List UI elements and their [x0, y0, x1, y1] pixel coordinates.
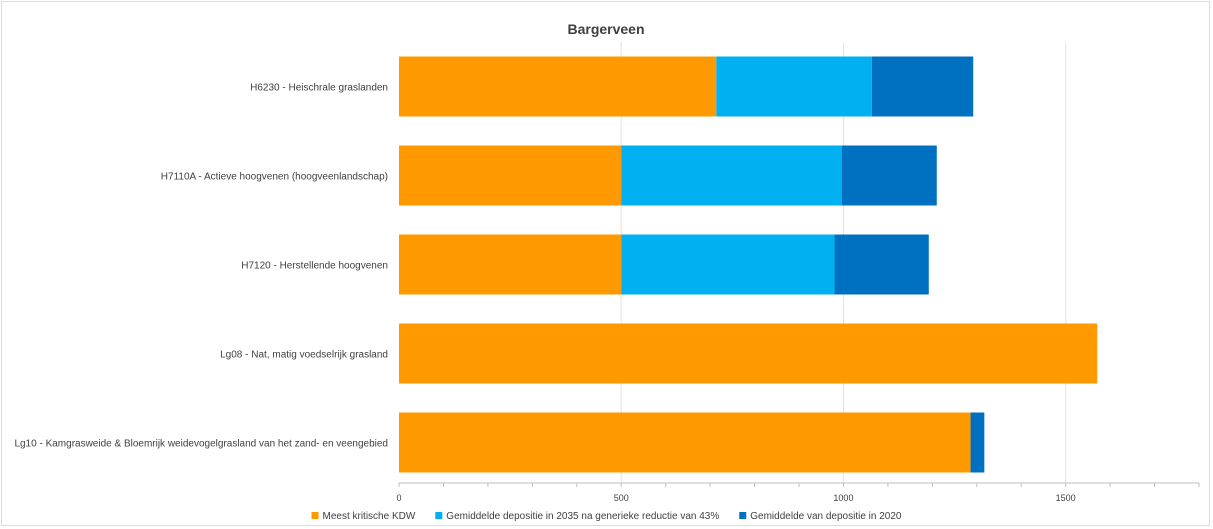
bar-segment	[970, 412, 985, 473]
legend: Meest kritische KDW Gemiddelde depositie …	[311, 511, 902, 522]
bar-segment	[399, 56, 717, 117]
legend-swatch	[311, 512, 319, 519]
bar-segment	[399, 234, 622, 295]
bar-segment	[399, 412, 971, 473]
category-label: Lg10 - Kamgrasweide & Bloemrijk weidevog…	[14, 439, 388, 450]
bar-segment	[716, 56, 872, 117]
legend-label: Gemiddelde van depositie in 2020	[750, 511, 902, 522]
bar-segment	[621, 234, 835, 295]
x-tick-label: 500	[614, 493, 629, 503]
x-tick-label: 1500	[1056, 493, 1076, 503]
bar-segment	[871, 56, 974, 117]
bar-segment	[621, 145, 842, 206]
category-labels: H6230 - Heischrale graslanden H7110A - Ac…	[14, 83, 388, 450]
x-tick-label: 1000	[833, 493, 853, 503]
x-axis: 0 500 1000 1500	[396, 482, 1200, 503]
bar-segment	[399, 145, 622, 206]
bar-segment	[834, 234, 929, 295]
x-tick-label: 0	[396, 493, 401, 503]
legend-swatch	[435, 512, 443, 519]
bars	[399, 56, 1098, 473]
legend-swatch	[739, 512, 747, 519]
legend-item: Gemiddelde van depositie in 2020	[739, 511, 902, 522]
category-label: H6230 - Heischrale graslanden	[250, 83, 388, 94]
legend-item: Meest kritische KDW	[311, 511, 416, 522]
chart-title: Bargerveen	[567, 21, 644, 37]
bar-segment	[841, 145, 937, 206]
bar-segment	[399, 323, 1098, 384]
legend-label: Meest kritische KDW	[323, 511, 416, 522]
category-label: H7120 - Herstellende hoogvenen	[241, 261, 388, 272]
legend-label: Gemiddelde depositie in 2035 na generiek…	[446, 511, 719, 522]
legend-item: Gemiddelde depositie in 2035 na generiek…	[435, 511, 719, 522]
category-label: H7110A - Actieve hoogvenen (hoogveenland…	[161, 172, 388, 183]
category-label: Lg08 - Nat, matig voedselrijk grasland	[220, 350, 388, 361]
